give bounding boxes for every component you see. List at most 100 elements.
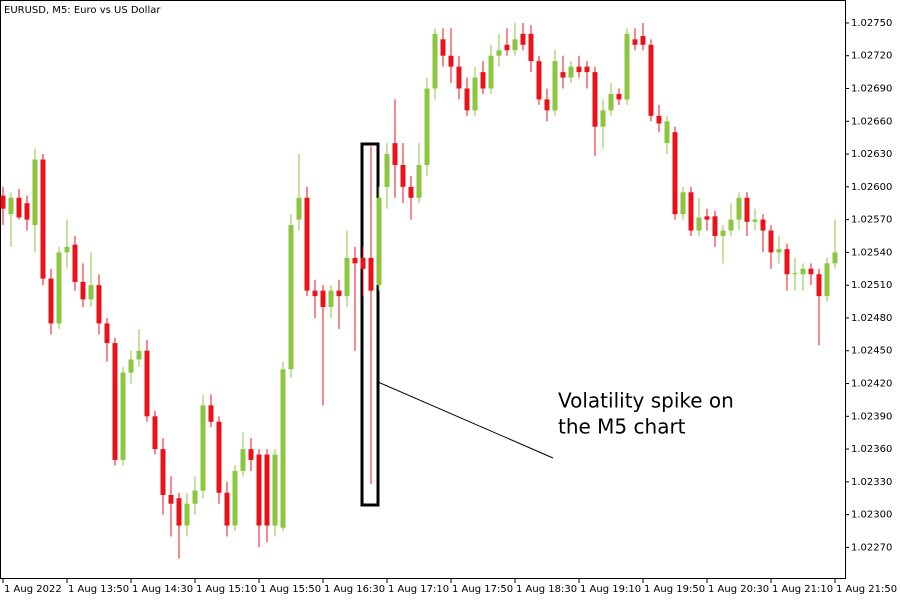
candle-body [184, 503, 190, 526]
y-tick-label: 1.02390 [851, 411, 892, 422]
candle-body [144, 350, 150, 417]
candle-body [480, 72, 486, 89]
candle-body [160, 449, 166, 495]
chart-title: EURUSD, M5: Euro vs US Dollar [4, 5, 161, 16]
candle-body [112, 343, 118, 460]
candle-body [200, 405, 206, 491]
candle-body [176, 498, 182, 526]
candle-body [320, 290, 326, 308]
candle-body [304, 197, 310, 291]
candle-body [360, 257, 366, 269]
candle-body [696, 217, 702, 231]
candle-body [592, 72, 598, 127]
candle-body [152, 416, 158, 450]
y-tick-label: 1.02540 [851, 247, 892, 258]
candle-body [656, 115, 662, 124]
x-tick-label: 1 Aug 14:30 [132, 584, 193, 595]
candle-body [224, 492, 230, 526]
y-tick-label: 1.02660 [851, 116, 892, 127]
candle-body [264, 454, 270, 526]
candle-body [456, 66, 462, 89]
annotation-line: the M5 chart [558, 415, 686, 439]
candle-body [568, 66, 574, 78]
candle-body [576, 66, 582, 73]
candle-body [384, 154, 390, 187]
candle-body [88, 285, 94, 300]
candle-body [720, 230, 726, 237]
candle-body [464, 88, 470, 111]
y-tick-label: 1.02510 [851, 280, 892, 291]
candle-body [680, 192, 686, 215]
candle-body [760, 219, 766, 231]
annotation-line: Volatility spike on [558, 389, 734, 413]
candle-body [520, 33, 526, 45]
candle-body [296, 197, 302, 220]
candle-body [816, 274, 822, 297]
candle-body [136, 350, 142, 360]
candle-body [704, 216, 710, 220]
candle-body [616, 93, 622, 100]
y-tick-label: 1.02720 [851, 51, 892, 62]
candle-body [280, 369, 286, 528]
y-tick-label: 1.02630 [851, 149, 892, 160]
plot-frame [0, 0, 846, 579]
candle-body [336, 290, 342, 297]
candle-body [64, 246, 70, 253]
candle-body [624, 33, 630, 100]
y-tick-label: 1.02330 [851, 477, 892, 488]
y-tick-label: 1.02360 [851, 444, 892, 455]
candle-body [584, 66, 590, 73]
candle-body [216, 421, 222, 493]
candle-body [792, 273, 798, 275]
candle-body [208, 405, 214, 422]
candle-body [120, 372, 126, 460]
x-tick-label: 1 Aug 21:50 [836, 584, 897, 595]
x-tick-label: 1 Aug 19:50 [644, 584, 705, 595]
candle-body [536, 61, 542, 100]
candle-body [392, 143, 398, 165]
highlight-box [360, 142, 380, 507]
candle-body [104, 323, 110, 344]
candle-body [312, 290, 318, 297]
candle-body [408, 186, 414, 198]
candle-body [72, 244, 78, 282]
candle-body [328, 290, 334, 308]
candle-body [424, 88, 430, 165]
candle-body [800, 268, 806, 275]
candle-body [488, 55, 494, 89]
candle-body [752, 219, 758, 222]
candle-body [664, 121, 670, 144]
candle-body [248, 449, 254, 460]
y-tick-label: 1.02690 [851, 84, 892, 95]
candle-body [528, 33, 534, 62]
y-tick-label: 1.02450 [851, 346, 892, 357]
candle-body [376, 197, 382, 286]
candle-body [288, 225, 294, 370]
candle-body [608, 93, 614, 111]
candle-body [512, 39, 518, 51]
candle-body [128, 359, 134, 373]
y-tick-label: 1.02750 [851, 18, 892, 29]
candle-body [496, 50, 502, 56]
candle-body [24, 203, 30, 220]
candle-body [632, 39, 638, 45]
candle-body [432, 33, 438, 89]
candle-body [728, 219, 734, 231]
candle-body [640, 36, 646, 45]
candle-body [56, 252, 62, 324]
candle-body [448, 55, 454, 67]
candle-body [832, 252, 838, 264]
candle-body [672, 132, 678, 215]
candle-body [272, 454, 278, 526]
x-tick-label: 1 Aug 17:50 [452, 584, 513, 595]
candle-body [80, 281, 86, 300]
x-tick-label: 1 Aug 2022 [4, 584, 62, 595]
candle-body [808, 268, 814, 275]
candle-body [784, 249, 790, 275]
candle-body [440, 39, 446, 56]
candle-body [256, 454, 262, 526]
candle-body [32, 159, 38, 226]
candle-body [352, 257, 358, 264]
candle-body [96, 285, 102, 324]
